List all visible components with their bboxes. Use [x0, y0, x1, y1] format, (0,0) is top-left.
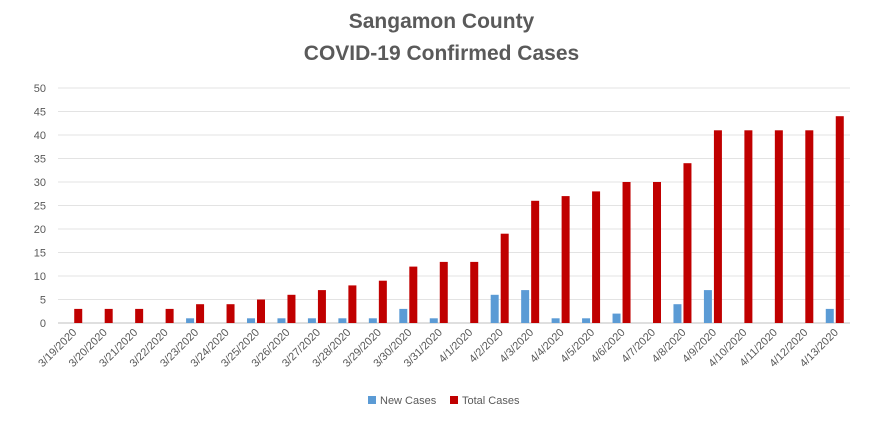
y-tick-label: 45 [34, 107, 46, 119]
legend-label: New Cases [380, 395, 437, 407]
bar-total-cases [774, 130, 783, 323]
bar-total-cases [409, 266, 418, 323]
bar-total-cases [378, 280, 387, 323]
bar-total-cases [165, 308, 174, 323]
legend-label: Total Cases [462, 395, 520, 407]
bar-new-cases [399, 308, 408, 323]
bar-new-cases [186, 318, 195, 323]
bar-new-cases [247, 318, 255, 323]
bar-total-cases [683, 163, 692, 323]
y-tick-label: 0 [40, 318, 46, 330]
bar-new-cases [673, 304, 682, 323]
legend-swatch [368, 396, 376, 404]
bar-total-cases [622, 182, 631, 323]
y-tick-label: 10 [34, 271, 46, 283]
bar-total-cases [74, 308, 83, 323]
bar-total-cases [713, 130, 722, 323]
bar-new-cases [490, 294, 499, 323]
bar-total-cases [287, 294, 296, 323]
bar-total-cases [592, 191, 601, 323]
y-tick-label: 40 [34, 130, 46, 142]
bar-new-cases [338, 318, 347, 323]
bar-new-cases [521, 290, 530, 323]
bar-new-cases [368, 318, 377, 323]
y-tick-label: 30 [34, 177, 46, 189]
bar-total-cases [257, 299, 265, 323]
bar-new-cases [825, 308, 834, 323]
y-tick-label: 50 [34, 83, 46, 95]
bar-total-cases [439, 261, 448, 323]
bar-new-cases [277, 318, 286, 323]
legend-swatch [450, 396, 458, 404]
bar-total-cases [135, 308, 144, 323]
y-tick-label: 15 [34, 248, 46, 260]
y-tick-label: 35 [34, 154, 46, 166]
bar-total-cases [561, 196, 570, 323]
bar-new-cases [612, 313, 621, 323]
bar-new-cases [582, 318, 591, 323]
y-tick-label: 5 [40, 295, 46, 307]
bar-total-cases [500, 233, 509, 323]
bar-new-cases [429, 318, 438, 323]
bar-total-cases [226, 304, 235, 323]
bar-total-cases [196, 304, 205, 323]
y-tick-label: 20 [34, 224, 46, 236]
chart-subtitle: COVID-19 Confirmed Cases [303, 42, 580, 65]
bar-total-cases [531, 200, 540, 323]
bar-total-cases [805, 130, 814, 323]
bar-total-cases [744, 130, 753, 323]
bar-new-cases [703, 290, 712, 323]
bar-total-cases [835, 116, 844, 323]
bar-total-cases [470, 261, 479, 323]
bar-total-cases [317, 290, 326, 323]
y-tick-label: 25 [34, 201, 46, 213]
chart-title: Sangamon County [348, 10, 535, 33]
bar-new-cases [307, 318, 316, 323]
bar-new-cases [551, 318, 560, 323]
bar-total-cases [104, 308, 113, 323]
bar-total-cases [653, 182, 661, 323]
bar-total-cases [348, 285, 357, 323]
